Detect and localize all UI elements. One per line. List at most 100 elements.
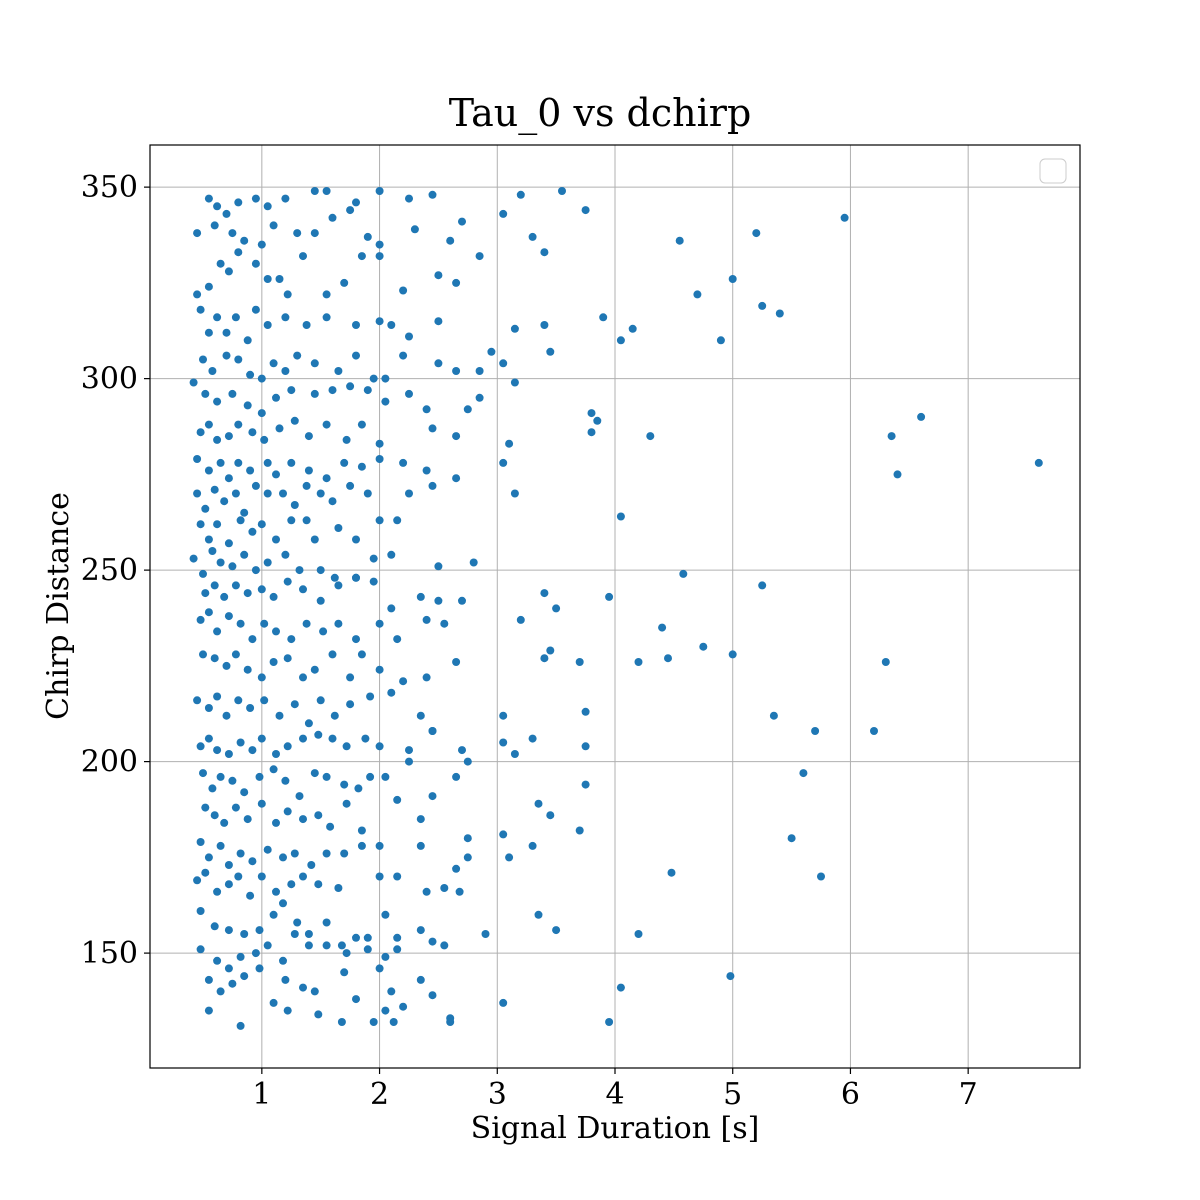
data-point — [546, 811, 555, 820]
data-point — [487, 347, 496, 356]
data-point — [799, 769, 808, 778]
data-point — [369, 577, 378, 586]
data-point — [248, 635, 257, 644]
data-point — [393, 933, 402, 942]
data-point — [375, 187, 384, 195]
data-point — [463, 834, 472, 843]
data-point — [758, 581, 767, 590]
data-point — [416, 815, 425, 824]
data-point — [340, 968, 349, 977]
data-point — [428, 190, 437, 199]
data-point — [375, 619, 384, 628]
data-point — [499, 458, 508, 467]
data-point — [334, 524, 343, 532]
data-point — [224, 926, 233, 935]
data-point — [310, 535, 319, 544]
data-point — [216, 772, 225, 781]
y-tick-label: 150 — [81, 936, 138, 971]
data-point — [193, 229, 202, 238]
data-point — [434, 359, 443, 368]
data-point — [679, 569, 688, 578]
data-point — [216, 558, 225, 567]
x-axis-label: Signal Duration [s] — [471, 1111, 760, 1146]
data-point — [475, 252, 484, 261]
data-point — [255, 926, 264, 935]
data-point — [204, 466, 213, 475]
data-point — [361, 734, 370, 743]
data-point — [357, 420, 366, 429]
data-point — [328, 650, 337, 659]
data-point — [322, 290, 331, 299]
data-point — [279, 853, 287, 862]
data-point — [452, 432, 461, 441]
data-point — [599, 313, 608, 322]
data-point — [299, 734, 307, 743]
data-point — [375, 841, 384, 850]
data-point — [314, 880, 323, 889]
data-point — [240, 236, 249, 245]
data-point — [196, 945, 205, 954]
data-point — [310, 359, 319, 368]
data-point — [293, 351, 302, 360]
data-point — [275, 711, 284, 720]
data-point — [272, 750, 280, 758]
data-point — [224, 539, 233, 548]
data-point — [381, 374, 390, 383]
data-point — [440, 941, 449, 950]
data-point — [251, 259, 260, 268]
data-point — [231, 581, 240, 590]
legend-box — [1039, 158, 1067, 184]
data-point — [405, 332, 413, 341]
data-point — [369, 1018, 378, 1026]
data-point — [752, 229, 761, 238]
data-point — [330, 711, 339, 720]
data-point — [481, 930, 490, 938]
data-point — [204, 734, 213, 743]
data-point — [575, 658, 584, 666]
data-point — [475, 367, 484, 375]
data-point — [210, 811, 219, 820]
data-point — [222, 661, 231, 670]
data-point — [208, 547, 217, 555]
data-point — [516, 190, 525, 199]
data-point — [375, 240, 384, 249]
data-point — [434, 317, 443, 326]
data-point — [667, 868, 676, 877]
y-axis-ticks: 150 200 250 300 350 — [81, 170, 150, 971]
data-point — [231, 650, 240, 659]
data-point — [375, 964, 384, 973]
data-point — [290, 416, 299, 425]
data-point — [434, 562, 443, 571]
data-point — [272, 627, 280, 636]
data-point — [342, 435, 351, 444]
data-point — [199, 650, 207, 659]
data-point — [210, 922, 219, 931]
data-point — [328, 734, 337, 743]
data-point — [213, 435, 222, 444]
data-point — [375, 317, 384, 326]
x-tick-label: 7 — [959, 1077, 978, 1112]
data-point — [248, 527, 257, 536]
data-point — [243, 815, 252, 824]
data-point — [469, 558, 478, 567]
data-point — [728, 650, 737, 659]
x-tick-label: 2 — [370, 1077, 389, 1112]
data-point — [534, 799, 543, 808]
data-point — [272, 470, 280, 479]
data-point — [251, 305, 260, 314]
data-point — [440, 884, 449, 892]
data-point — [357, 841, 366, 850]
data-point — [357, 650, 366, 659]
data-point — [299, 815, 307, 824]
data-point — [201, 389, 210, 398]
data-point — [463, 853, 472, 862]
data-point — [552, 604, 561, 613]
data-point — [658, 623, 667, 632]
data-point — [275, 275, 284, 283]
data-point — [346, 481, 355, 490]
data-point — [234, 198, 243, 207]
data-point — [240, 550, 249, 559]
data-point — [693, 290, 702, 299]
data-point — [257, 734, 266, 743]
data-point — [314, 811, 323, 820]
